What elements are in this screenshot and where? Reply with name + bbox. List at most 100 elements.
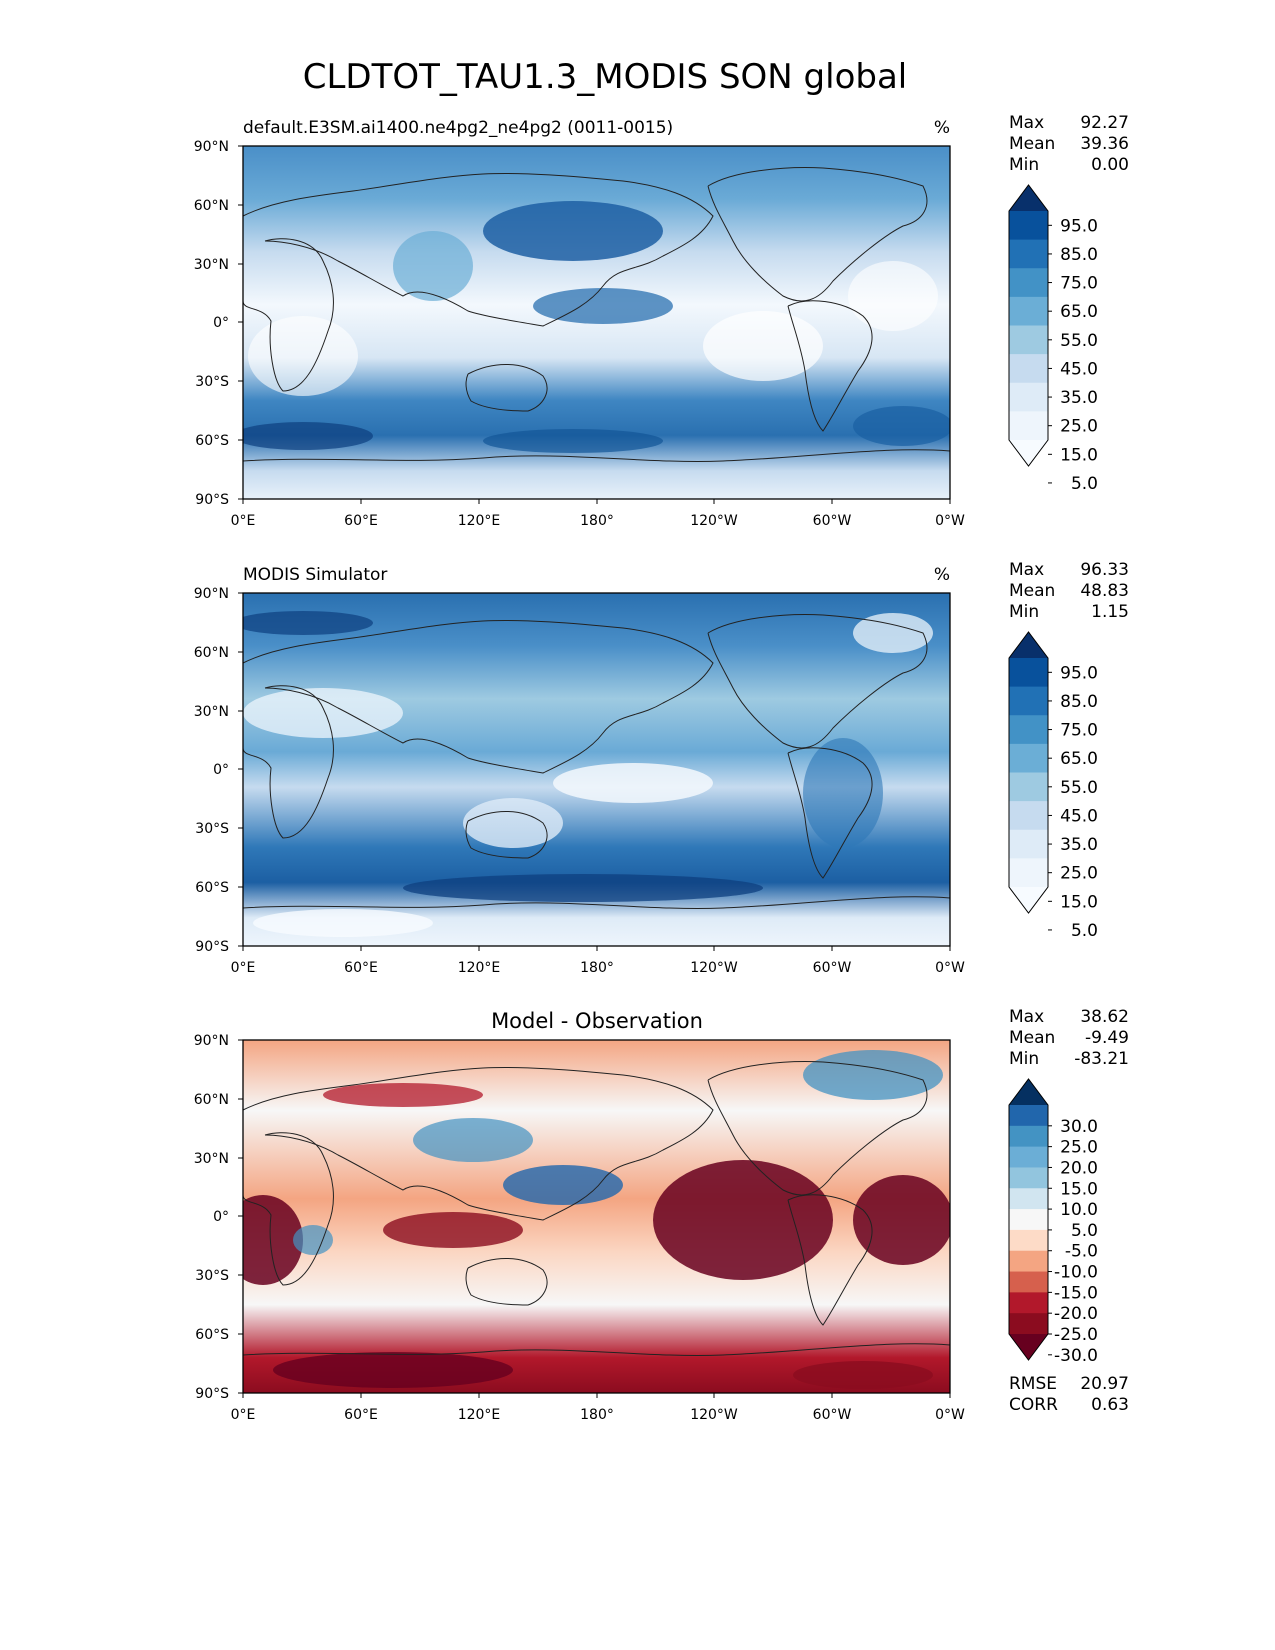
coastline-eurasia (242, 619, 714, 774)
lat-tick-label: 30°N (194, 704, 229, 720)
lat-tick-label: 90°N (194, 586, 229, 602)
lon-axis: 0°E 60°E 120°E 180° 120°W 60°W 0°W (231, 946, 965, 976)
lon-tick-label: 60°W (813, 960, 852, 976)
colorbar-tick-label: 75.0 (1060, 274, 1098, 294)
lon-tick-label: 60°W (813, 1407, 852, 1423)
colorbar-segment (1009, 686, 1048, 716)
colorbar-extension-bottom (1009, 440, 1048, 466)
colorbar-segment (1009, 772, 1048, 802)
coastline-south-america (787, 300, 873, 432)
stat-label: Min (1009, 155, 1039, 175)
lat-tick-label: 90°S (195, 939, 229, 955)
field-blob (803, 738, 883, 848)
stat-label: Mean (1009, 581, 1055, 601)
colorbar-tick-label: 30.0 (1060, 1117, 1098, 1137)
colorbar-tick-label: -30.0 (1054, 1346, 1098, 1366)
colorbar-segment (1009, 1125, 1048, 1148)
lon-tick-label: 60°E (344, 960, 378, 976)
colorbar-segment (1009, 1188, 1048, 1210)
colorbar-segment (1009, 239, 1048, 269)
lat-tick-label: 30°S (195, 821, 229, 837)
field-blob (243, 611, 373, 635)
stat-label: Min (1009, 1049, 1039, 1069)
field-blob (323, 1083, 483, 1107)
lon-tick-label: 0°E (231, 1407, 256, 1423)
field-blob (243, 422, 373, 450)
coastline-africa (242, 685, 334, 839)
lat-tick-label: 30°S (195, 1268, 229, 1284)
colorbar-segment (1009, 743, 1048, 773)
field-blob (853, 613, 933, 653)
lat-tick-label: 60°N (194, 1092, 229, 1108)
field-blob (253, 909, 433, 937)
colorbar-tick-label: 35.0 (1060, 835, 1098, 855)
field-blob (553, 763, 713, 803)
lat-tick-label: 60°N (194, 645, 229, 661)
lat-tick-label: 0° (213, 762, 229, 778)
colorbar-extension-top (1009, 185, 1048, 211)
coastline-north-america (707, 614, 928, 749)
colorbar-segment (1009, 354, 1048, 384)
coastline-africa (242, 1132, 334, 1286)
lon-axis: 0°E 60°E 120°E 180° 120°W 60°W 0°W (231, 1393, 965, 1423)
panel-obs-stats: Max 96.33 Mean 48.83 Min 1.15 (1009, 560, 1129, 622)
panel-model-stats: Max 92.27 Mean 39.36 Min 0.00 (1009, 113, 1129, 175)
coastline-australia (465, 1258, 548, 1306)
panel-diff-extra-stats: RMSE 20.97 CORR 0.63 (1009, 1374, 1129, 1415)
field-blob (413, 1118, 533, 1162)
panel-obs-left-title: MODIS Simulator (243, 565, 387, 585)
colorbar-segment (1009, 1209, 1048, 1231)
panel-model-units: % (934, 118, 950, 138)
coastlines (242, 1061, 951, 1356)
colorbar-tick-label: 45.0 (1060, 806, 1098, 826)
colorbar-model: 95.0 85.0 75.0 65.0 55.0 45.0 35.0 25.0 15.0 5.0 (1008, 184, 1098, 494)
colorbar-segment (1009, 829, 1048, 859)
stat-value: 92.27 (1080, 113, 1129, 133)
stat-value: 96.33 (1080, 560, 1129, 580)
colorbar-outline (1008, 184, 1049, 467)
field-blob (803, 1050, 943, 1100)
map-field (243, 1040, 950, 1393)
lon-tick-label: 120°W (690, 1407, 738, 1423)
lat-tick-label: 90°S (195, 492, 229, 508)
lon-tick-label: 120°W (690, 960, 738, 976)
field-blob (853, 1175, 950, 1265)
field-blob (243, 1195, 303, 1285)
lat-tick-label: 30°S (195, 374, 229, 390)
stat-value: 48.83 (1080, 581, 1129, 601)
colorbar-segment (1009, 382, 1048, 412)
lon-tick-label: 60°W (813, 513, 852, 529)
field-blob (293, 1225, 333, 1255)
colorbar-tick-label: 65.0 (1060, 302, 1098, 322)
colorbar-tick-label: 5.0 (1071, 921, 1098, 941)
colorbar-tick-label: 55.0 (1060, 778, 1098, 798)
stat-value: -83.21 (1074, 1049, 1129, 1069)
stat-label: Mean (1009, 1028, 1055, 1048)
colorbar-tick-label: 25.0 (1060, 1138, 1098, 1158)
colorbar-segment (1009, 1250, 1048, 1273)
colorbar-tick-label: 15.0 (1060, 445, 1098, 465)
coastlines (242, 167, 951, 462)
lon-tick-label: 60°E (344, 513, 378, 529)
colorbar-tick-label: 15.0 (1060, 1179, 1098, 1199)
colorbar-segment (1009, 411, 1048, 441)
colorbar-segment (1009, 715, 1048, 745)
stat-value: -9.49 (1085, 1028, 1129, 1048)
lon-tick-label: 180° (580, 513, 614, 529)
field-blob (483, 201, 663, 261)
colorbar-tick-label: 10.0 (1060, 1200, 1098, 1220)
lat-tick-label: 60°S (195, 880, 229, 896)
colorbar-segment (1009, 1167, 1048, 1189)
lon-tick-label: 120°E (458, 1407, 501, 1423)
stat-label: Max (1009, 560, 1044, 580)
colorbar-tick-label: -10.0 (1054, 1263, 1098, 1283)
panel-diff: Model - Observation (194, 1009, 965, 1423)
lon-tick-label: 0°E (231, 513, 256, 529)
stat-value: 39.36 (1080, 134, 1129, 154)
stat-label: Mean (1009, 134, 1055, 154)
lon-tick-label: 120°W (690, 513, 738, 529)
coastline-eurasia (242, 1066, 714, 1221)
colorbar-segment (1009, 801, 1048, 831)
field-blob (483, 429, 663, 453)
